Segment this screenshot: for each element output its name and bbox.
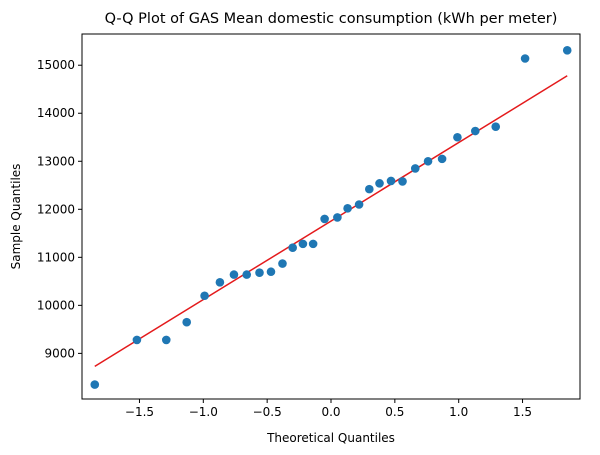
data-point [333, 213, 342, 222]
data-point [453, 132, 462, 142]
x-axis-title: Theoretical Quantiles [266, 431, 395, 445]
chart-title: Q-Q Plot of GAS Mean domestic consumptio… [105, 11, 558, 27]
data-point [298, 239, 308, 249]
y-axis-title: Sample Quantiles [9, 164, 23, 270]
data-point [375, 179, 384, 188]
data-point [398, 177, 407, 186]
data-point [562, 46, 572, 55]
y-tick-label: 14000 [37, 106, 75, 120]
x-tick-label: −1.0 [189, 405, 218, 419]
data-point [182, 317, 192, 327]
data-point [278, 259, 287, 268]
data-point [520, 54, 530, 63]
x-tick-label: −1.5 [125, 405, 154, 419]
data-point [423, 156, 433, 166]
data-point [229, 270, 239, 279]
fit-line [94, 75, 568, 367]
data-point [354, 200, 364, 209]
axes-frame [81, 33, 581, 400]
y-tick-label: 10000 [37, 298, 75, 312]
data-point [90, 380, 100, 389]
data-point [343, 204, 352, 213]
plot-area [90, 46, 572, 389]
data-point [215, 277, 225, 287]
y-tick-label: 13000 [37, 154, 75, 168]
data-point [365, 184, 374, 194]
data-point [242, 270, 252, 279]
data-point [320, 214, 329, 224]
data-point [470, 126, 480, 136]
data-point [308, 239, 318, 249]
y-tick-label: 12000 [37, 202, 75, 216]
data-point [200, 291, 209, 301]
data-point [288, 243, 297, 253]
y-tick-label: 9000 [44, 346, 75, 360]
x-tick-label: 1.5 [513, 405, 532, 419]
x-tick-label: −0.5 [253, 405, 282, 419]
data-point [386, 176, 396, 186]
data-point [266, 267, 276, 277]
x-tick-label: 1.0 [449, 405, 468, 419]
data-point [132, 335, 142, 345]
data-point [437, 154, 447, 164]
x-axis: −1.5 −1.0 −0.5 0.0 0.5 1.0 1.5 [125, 399, 532, 419]
x-tick-label: 0.0 [321, 405, 340, 419]
x-tick-label: 0.5 [385, 405, 404, 419]
data-point [255, 268, 264, 277]
data-point [410, 164, 420, 173]
y-tick-label: 15000 [37, 58, 75, 72]
y-tick-label: 11000 [37, 250, 75, 264]
data-point [491, 122, 501, 131]
data-point [161, 335, 171, 345]
y-axis: 9000 10000 11000 12000 13000 14000 15000 [37, 58, 82, 360]
